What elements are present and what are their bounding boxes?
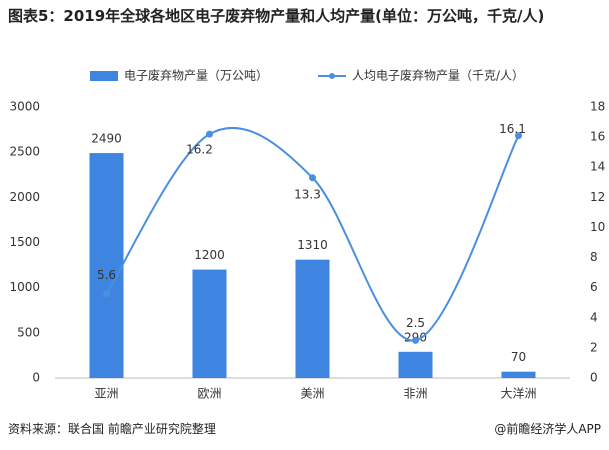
bar (89, 153, 124, 378)
y-tick-label: 2500 (9, 145, 40, 159)
value-label: 70 (511, 350, 526, 364)
y-tick-label: 500 (17, 325, 40, 339)
legend-label: 人均电子废弃物产量（千克/人） (352, 68, 524, 83)
y-tick-label: 0 (32, 371, 40, 385)
credit: @前瞻经济学人APP (494, 422, 601, 436)
y2-tick-label: 4 (590, 310, 598, 324)
y-tick-label: 3000 (9, 100, 40, 114)
legend-swatch (329, 73, 335, 79)
legend-label: 电子废弃物产量（万公吨） (124, 68, 268, 83)
bar (295, 259, 330, 378)
y2-tick-label: 16 (590, 130, 605, 144)
y-tick-label: 1500 (9, 235, 40, 249)
point (412, 336, 419, 344)
bar (398, 351, 433, 378)
x-tick-label: 亚洲 (94, 387, 118, 401)
value-label: 2.5 (406, 316, 425, 330)
y-tick-label: 2000 (9, 190, 40, 204)
y2-tick-label: 2 (590, 340, 598, 354)
value-label: 5.6 (97, 268, 116, 282)
value-label: 1310 (297, 238, 328, 252)
value-label: 13.3 (294, 187, 321, 201)
point (103, 290, 110, 298)
line (105, 126, 520, 342)
y2-tick-label: 10 (590, 220, 605, 234)
chart-title: 图表5：2019年全球各地区电子废弃物产量和人均产量(单位：万公吨，千克/人) (8, 7, 545, 25)
y2-tick-label: 8 (590, 250, 598, 264)
value-label: 16.2 (186, 143, 213, 157)
point (309, 174, 316, 182)
bar (501, 371, 536, 378)
y-tick-label: 1000 (9, 280, 40, 294)
value-label: 2490 (91, 132, 122, 146)
legend-swatch (90, 71, 118, 81)
x-tick-label: 大洋洲 (500, 386, 536, 401)
y2-tick-label: 0 (590, 371, 598, 385)
source: 资料来源：联合国 前瞻产业研究院整理 (8, 422, 216, 436)
y2-tick-label: 6 (590, 280, 598, 294)
y2-tick-label: 14 (590, 160, 605, 174)
x-tick-label: 欧洲 (197, 387, 221, 401)
y2-tick-label: 12 (590, 190, 605, 204)
point (206, 130, 213, 138)
value-label: 16.1 (499, 122, 526, 136)
point (515, 132, 522, 140)
x-tick-label: 非洲 (403, 387, 427, 401)
x-tick-label: 美洲 (300, 387, 324, 401)
y2-tick-label: 18 (590, 100, 605, 114)
value-label: 1200 (194, 248, 225, 262)
bar (192, 269, 227, 378)
